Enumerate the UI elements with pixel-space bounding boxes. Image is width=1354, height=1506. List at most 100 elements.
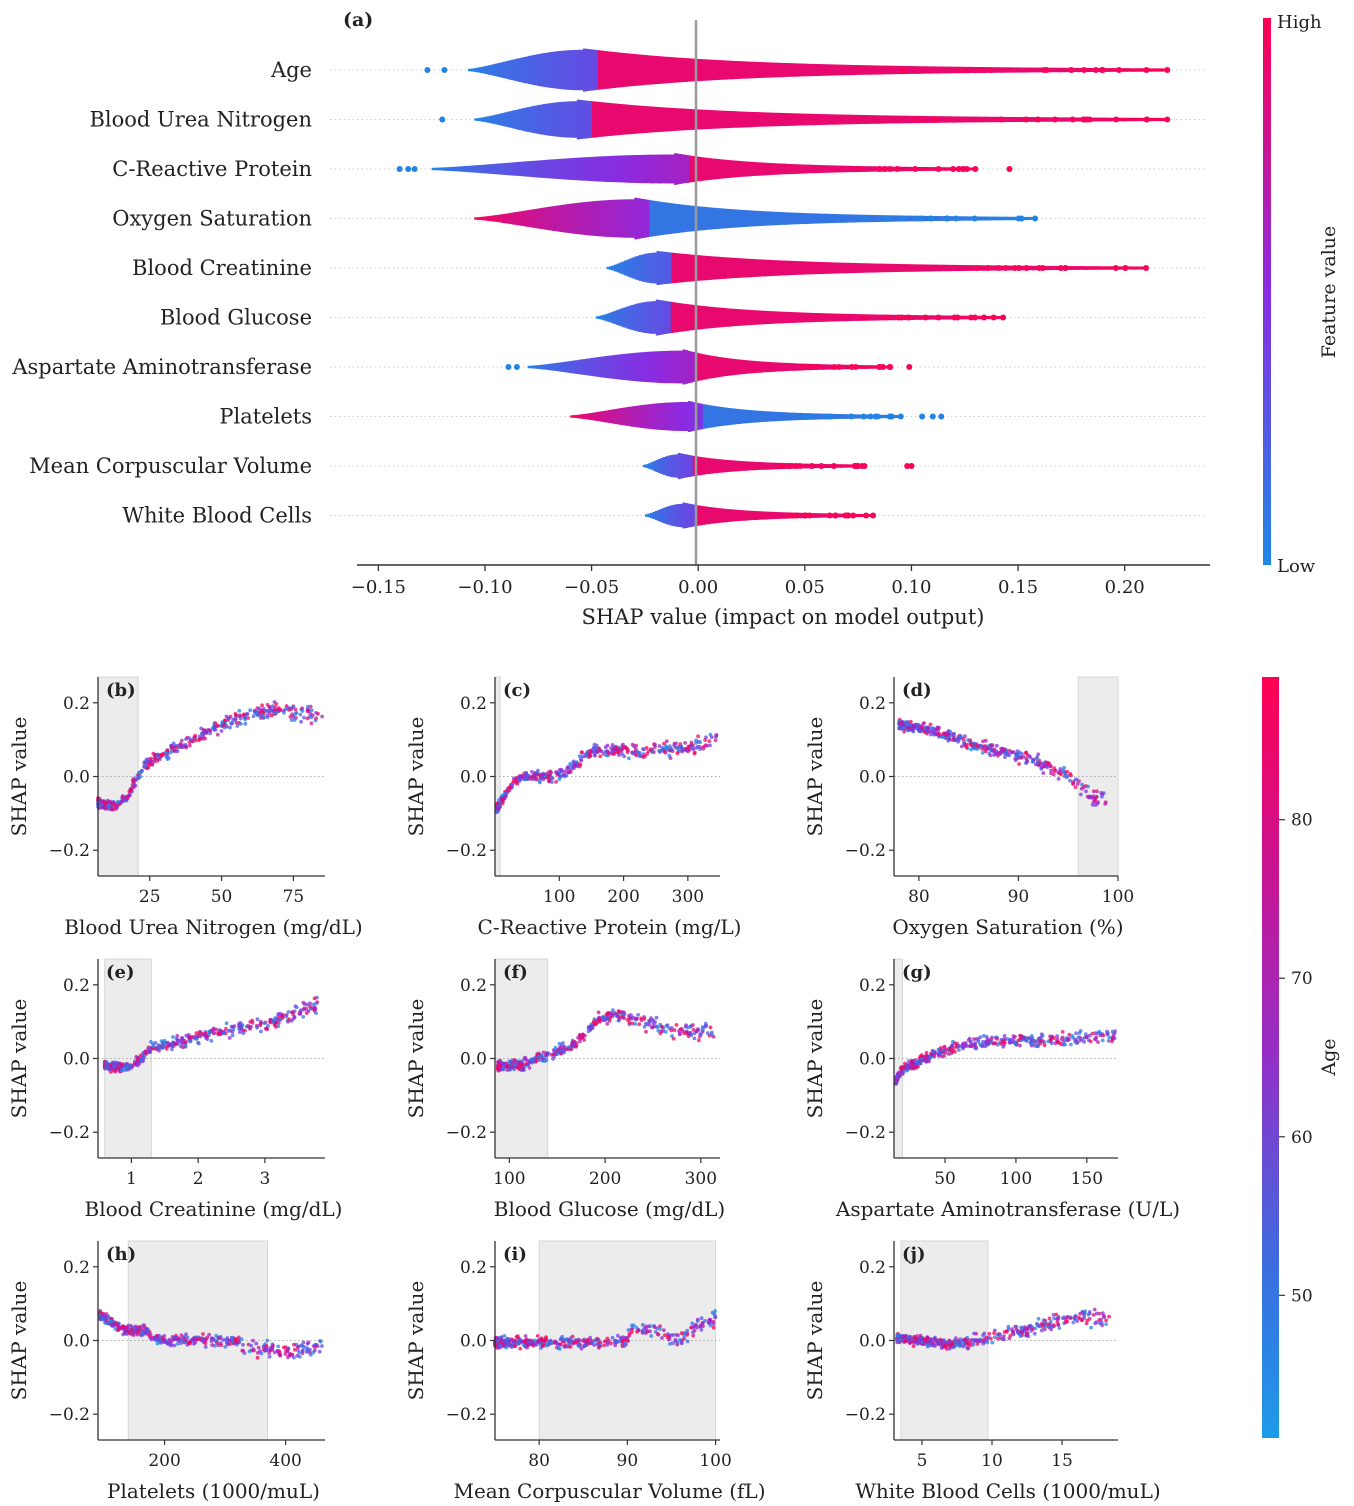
violin-slice	[939, 116, 943, 123]
y-tick-label: −0.2	[845, 1123, 886, 1143]
violin-slice	[707, 405, 711, 428]
violin-slice	[829, 165, 832, 173]
violin-slice	[885, 65, 889, 75]
violin-slice	[759, 511, 763, 520]
sample-point	[695, 1027, 700, 1031]
violin-slice	[1122, 68, 1126, 72]
violin-slice	[579, 99, 583, 140]
violin-slice	[755, 61, 759, 79]
violin-slice	[1054, 265, 1057, 270]
sample-point	[681, 1029, 685, 1033]
sample-point	[622, 754, 626, 759]
violin-slice	[690, 351, 693, 383]
violin-slice	[708, 306, 712, 329]
violin-slice	[531, 160, 535, 178]
sample-point	[1069, 773, 1073, 778]
sample-point	[170, 1047, 174, 1052]
violin-slice	[661, 154, 665, 184]
violin-slice	[821, 165, 825, 173]
sample-point	[254, 1023, 259, 1028]
sample-point	[1062, 770, 1066, 774]
outlier-dot	[396, 166, 403, 172]
sample-point	[897, 1072, 902, 1077]
sample-dot	[860, 413, 867, 420]
violin-slice	[614, 199, 618, 238]
sample-point	[621, 1012, 626, 1017]
sample-point	[981, 744, 986, 749]
violin-slice	[742, 409, 746, 424]
violin-slice	[712, 405, 716, 428]
violin-slice	[732, 509, 736, 522]
violin-slice	[912, 66, 916, 74]
violin-slice	[914, 264, 917, 272]
violin-slice	[1154, 117, 1158, 122]
violin-slice	[899, 115, 903, 124]
violin-slice	[801, 261, 805, 275]
violin-slice	[946, 116, 950, 123]
sample-point	[544, 1051, 549, 1056]
violin-slice	[665, 402, 669, 431]
violin-slice	[615, 310, 619, 325]
violin-slice	[681, 154, 685, 184]
sample-point	[924, 1050, 929, 1055]
sample-point	[314, 1011, 318, 1015]
violin-slice	[547, 363, 551, 371]
sample-point	[664, 739, 669, 744]
violin-slice	[689, 109, 693, 130]
violin-slice	[1109, 117, 1113, 122]
violin-slice	[969, 216, 973, 221]
sample-point	[610, 748, 615, 753]
sample-point	[694, 741, 698, 745]
sample-point	[633, 1022, 638, 1026]
violin-slice	[650, 462, 654, 470]
sample-point	[683, 1024, 688, 1029]
violin-slice	[636, 155, 640, 184]
violin-slice	[801, 213, 805, 224]
y-tick-label: 0.0	[460, 768, 487, 788]
violin-slice	[764, 511, 768, 520]
sample-point	[230, 1030, 235, 1034]
violin-slice	[604, 102, 608, 137]
violin-slice	[541, 207, 545, 230]
violin-slice	[766, 211, 770, 226]
violin-slice	[836, 214, 840, 223]
sample-point	[291, 1012, 296, 1017]
violin-slice	[655, 351, 658, 383]
violin-slice	[724, 208, 728, 229]
violin-slice	[846, 114, 850, 125]
violin-slice	[637, 352, 641, 382]
violin-slice	[644, 154, 647, 184]
violin-slice	[1044, 117, 1048, 122]
violin-slice	[784, 260, 787, 276]
sample-point	[591, 747, 595, 752]
violin-slice	[934, 216, 938, 221]
violin-slice	[676, 153, 680, 185]
violin-slice	[948, 315, 952, 320]
violin-slice	[698, 305, 702, 330]
violin-slice	[936, 216, 940, 221]
x-axis-label: C-Reactive Protein (mg/L)	[478, 915, 742, 939]
violin-slice	[719, 159, 722, 179]
violin-slice	[861, 166, 865, 172]
sample-point	[143, 1050, 148, 1054]
violin-slice	[637, 405, 641, 428]
sample-point	[678, 1031, 682, 1036]
sample-dot	[872, 413, 879, 420]
sample-point	[1052, 769, 1057, 773]
violin-slice	[931, 167, 935, 171]
violin-slice	[951, 116, 955, 123]
violin-slice	[817, 513, 821, 518]
violin-slice	[680, 303, 684, 332]
violin-slice	[966, 116, 970, 123]
violin-slice	[1156, 117, 1160, 121]
violin-slice	[817, 413, 821, 420]
sample-point	[557, 1049, 562, 1054]
violin-slice	[729, 509, 733, 522]
violin-slice	[850, 64, 854, 76]
sample-point	[262, 715, 267, 719]
sample-point	[1093, 1037, 1098, 1042]
violin-slice	[840, 313, 844, 322]
violin-slice	[474, 165, 477, 173]
violin-slice	[794, 212, 798, 225]
